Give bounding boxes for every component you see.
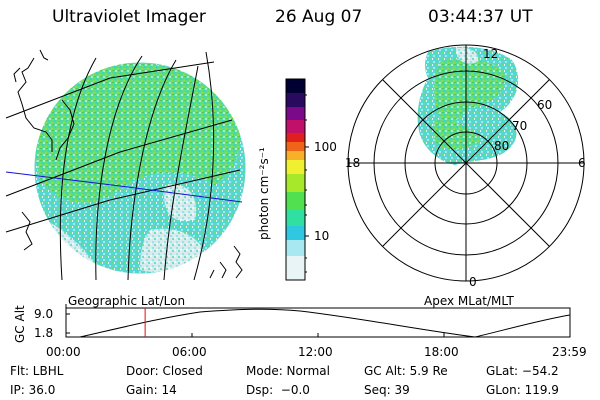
filter-info: Flt: LBHL [10, 364, 64, 378]
glat-info: GLat: −54.2 [486, 364, 559, 378]
dsp-info: Dsp: −0.0 [246, 383, 310, 397]
apex-caption: Apex MLat/MLT [424, 294, 514, 308]
time-tick-2: 12:00 [298, 345, 333, 359]
mlat-label-80: 80 [494, 139, 510, 153]
date-label: 26 Aug 07 [275, 7, 363, 27]
mode-info: Mode: Normal [246, 364, 330, 378]
colorbar-tick-10: 10 [314, 229, 330, 243]
altitude-axis-label: GC Alt [13, 305, 27, 343]
time-tick-4: 23:59 [552, 345, 587, 359]
time-label: 03:44:37 UT [428, 7, 533, 27]
altitude-plot [65, 304, 571, 338]
altitude-tick-max: 9.0 [34, 307, 54, 321]
colorbar-units-label: photon cm⁻²s⁻¹ [257, 147, 271, 240]
mlt-label-12: 12 [483, 47, 499, 61]
geographic-image [5, 49, 247, 281]
colorbar-tick-100: 100 [314, 140, 337, 154]
time-tick-3: 18:00 [424, 345, 459, 359]
seq-info: Seq: 39 [364, 383, 410, 397]
mlt-label-6: 6 [578, 156, 586, 170]
mlt-label-18: 18 [345, 156, 361, 170]
mlat-label-60: 60 [537, 98, 553, 112]
door-info: Door: Closed [126, 364, 203, 378]
time-tick-0: 00:00 [46, 345, 81, 359]
glon-info: GLon: 119.9 [486, 383, 559, 397]
time-tick-1: 06:00 [172, 345, 207, 359]
color-scale [285, 78, 309, 281]
geographic-caption: Geographic Lat/Lon [68, 294, 186, 308]
gain-info: Gain: 14 [126, 383, 177, 397]
mlat-label-70: 70 [512, 119, 528, 133]
mlt-label-0: 0 [469, 275, 477, 289]
gc-alt-info: GC Alt: 5.9 Re [364, 364, 448, 378]
altitude-tick-min: 1.8 [34, 326, 54, 340]
instrument-title: Ultraviolet Imager [52, 7, 206, 27]
polar-image [347, 44, 585, 282]
ip-info: IP: 36.0 [10, 383, 56, 397]
